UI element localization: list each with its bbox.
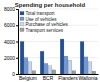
bar <box>60 39 64 74</box>
legend-label: Purchase of vehicles <box>26 22 69 27</box>
grid-line <box>18 41 98 42</box>
bar <box>64 56 68 74</box>
y-tick-label: 4000 <box>4 39 15 45</box>
y-tick: 6000 <box>4 22 18 28</box>
y-axis: 0 2000 4000 6000 8000 <box>4 6 19 77</box>
y-tick: 4000 <box>4 39 18 45</box>
y-axis-line <box>16 10 19 75</box>
legend-item: Use of vehicles <box>20 17 57 22</box>
y-tick-mark <box>16 9 18 10</box>
bar <box>28 62 32 74</box>
y-tick: 8000 <box>4 6 18 12</box>
y-tick-label: 0 <box>12 71 15 77</box>
bar <box>80 42 84 75</box>
title: Spending per household <box>15 2 86 8</box>
legend: Total transportUse of vehiclesPurchase o… <box>20 11 69 33</box>
bar <box>40 51 44 74</box>
y-tick: 2000 <box>4 55 18 61</box>
legend-item: Purchase of vehicles <box>20 22 69 27</box>
grid <box>18 9 98 74</box>
legend-swatch <box>20 28 24 32</box>
legend-swatch <box>20 17 24 21</box>
y-tick-mark <box>16 74 18 75</box>
x-tick: Wallonia <box>79 74 98 81</box>
x-tick: BCR <box>43 74 54 81</box>
legend-item: Total transport <box>20 11 55 16</box>
x-tick-label: Flanders <box>58 75 78 81</box>
bar <box>44 63 48 74</box>
bar <box>68 60 72 74</box>
y-tick: 0 <box>12 71 18 77</box>
legend-label: Total transport <box>26 11 56 16</box>
legend-swatch <box>20 12 24 16</box>
bar <box>84 57 88 74</box>
bar <box>72 71 76 74</box>
y-tick-mark <box>16 25 18 26</box>
legend-item: Transport services <box>20 28 64 33</box>
y-tick-label: 6000 <box>4 22 15 28</box>
bars <box>20 39 96 74</box>
legend-swatch <box>20 23 24 27</box>
x-tick-label: Wallonia <box>79 75 98 81</box>
y-tick-label: 2000 <box>4 55 15 61</box>
bar <box>20 42 24 75</box>
x-tick-label: Belgium <box>19 75 37 81</box>
x-tick-label: BCR <box>43 75 54 81</box>
x-tick: Belgium <box>19 74 37 81</box>
x-tick: Flanders <box>58 74 78 81</box>
bar <box>88 62 92 74</box>
legend-label: Transport services <box>26 28 64 33</box>
chart: Spending per household 0 2000 4000 6000 8000 B… <box>0 0 100 82</box>
plot: 0 2000 4000 6000 8000 Belgium BCR FlandersWallo… <box>4 6 99 80</box>
bar <box>48 66 52 74</box>
bar <box>32 71 36 74</box>
bar <box>52 70 56 74</box>
x-axis: Belgium BCR FlandersWallonia <box>19 74 99 81</box>
y-tick-label: 8000 <box>4 6 15 12</box>
y-tick-mark <box>16 42 18 43</box>
legend-label: Use of vehicles <box>26 17 58 22</box>
y-tick-mark <box>16 58 18 59</box>
bar <box>24 58 28 74</box>
grid-line <box>18 9 98 10</box>
